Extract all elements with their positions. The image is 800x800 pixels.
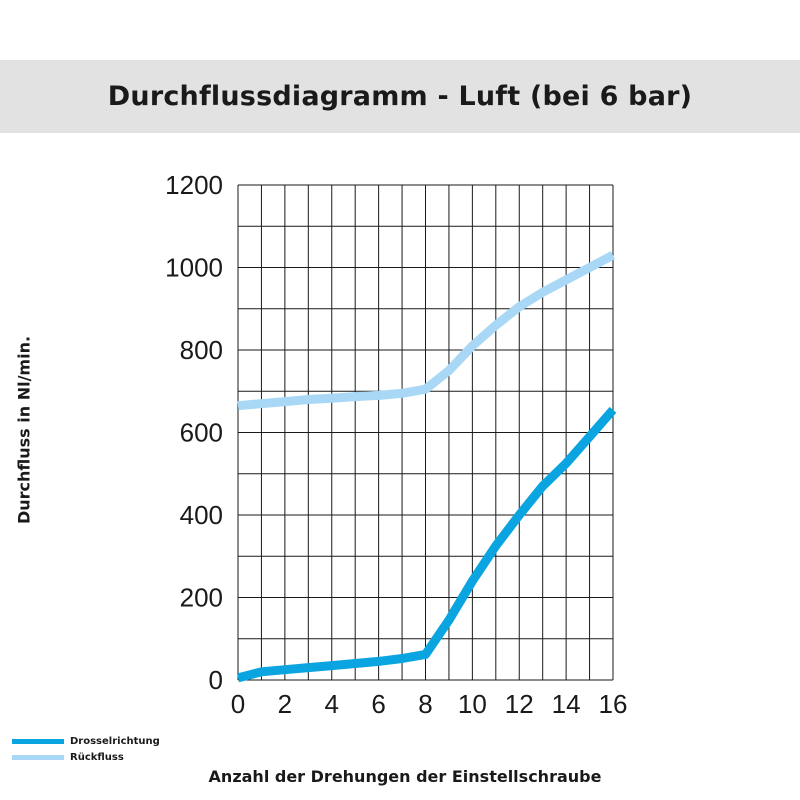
x-tick-label: 2 [278,689,292,719]
series-line-rueckfluss [237,251,616,411]
x-tick-label: 4 [325,689,339,719]
y-tick-label: 600 [180,418,223,448]
y-tick-label: 800 [180,335,223,365]
legend-label: Rückfluss [70,751,124,763]
y-tick-label: 400 [180,500,223,530]
series-lines [236,251,617,683]
series-line-drosselrichtung [236,406,617,683]
y-axis-label: Durchfluss in Nl/min. [14,335,34,525]
x-tick-label: 10 [458,689,487,719]
y-tick-label: 200 [180,583,223,613]
x-tick-label: 14 [552,689,581,719]
x-tick-label: 8 [418,689,432,719]
y-tick-label: 1200 [165,170,223,200]
x-axis-label: Anzahl der Drehungen der Einstellschraub… [208,767,602,786]
x-tick-label: 12 [505,689,534,719]
legend-swatch [12,738,64,744]
y-tick-label: 1000 [165,253,223,283]
y-tick-label: 0 [209,665,223,695]
legend-label: Drosselrichtung [70,735,160,747]
legend: Drosselrichtung Rückfluss [12,733,160,765]
x-tick-label: 6 [371,689,385,719]
grid [237,184,614,681]
legend-item-drosselrichtung: Drosselrichtung [12,733,160,749]
legend-item-rueckfluss: Rückfluss [12,749,160,765]
legend-swatch [12,754,64,760]
x-tick-label: 16 [599,689,628,719]
title-band: Durchflussdiagramm - Luft (bei 6 bar) [0,60,800,133]
chart-title: Durchflussdiagramm - Luft (bei 6 bar) [107,81,693,112]
tick-labels: 0 2 4 6 8 10 12 14 16 0 200 400 600 800 1000 1200 [165,170,627,719]
x-tick-label: 0 [231,689,245,719]
